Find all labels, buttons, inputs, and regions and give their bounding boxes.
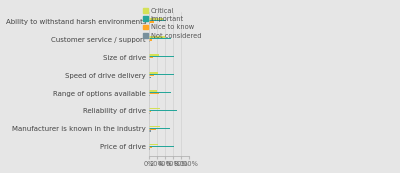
Bar: [149, 147, 152, 148]
Bar: [149, 75, 154, 76]
Bar: [149, 77, 151, 78]
Bar: [149, 41, 150, 42]
Bar: [149, 95, 150, 96]
Bar: [149, 93, 159, 94]
Bar: [149, 148, 150, 150]
Legend: Critical, Important, Nice to know, Not considered: Critical, Important, Nice to know, Not c…: [141, 5, 204, 41]
Bar: [149, 126, 160, 128]
Bar: [149, 59, 150, 60]
Bar: [149, 129, 156, 130]
Bar: [149, 128, 170, 129]
Bar: [149, 23, 150, 24]
Bar: [149, 39, 152, 40]
Bar: [149, 18, 163, 20]
Bar: [149, 54, 159, 56]
Bar: [149, 145, 174, 147]
Bar: [149, 144, 158, 145]
Bar: [149, 92, 171, 93]
Bar: [149, 36, 165, 38]
Bar: [149, 56, 174, 57]
Bar: [149, 74, 174, 75]
Bar: [149, 20, 166, 21]
Bar: [149, 57, 153, 58]
Bar: [149, 130, 151, 132]
Bar: [149, 21, 154, 22]
Bar: [149, 38, 171, 39]
Bar: [149, 110, 177, 111]
Bar: [149, 90, 157, 92]
Bar: [149, 112, 150, 114]
Bar: [149, 72, 158, 74]
Bar: [149, 108, 160, 110]
Bar: [149, 111, 151, 112]
